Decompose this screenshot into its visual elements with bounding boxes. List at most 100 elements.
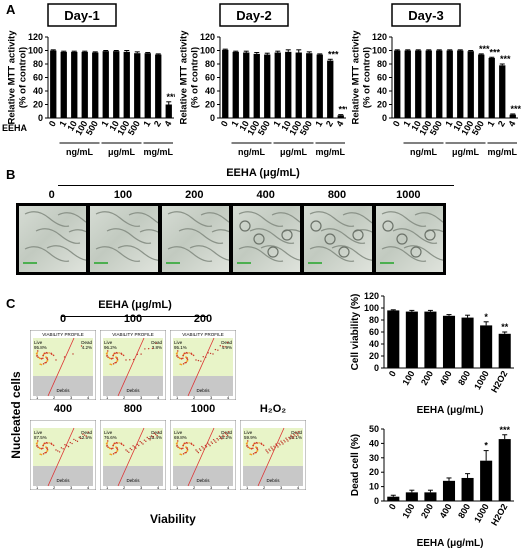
axis-tick-label: 3 (210, 485, 213, 490)
event-dot (265, 449, 267, 451)
event-dot (126, 450, 129, 452)
bar (253, 53, 260, 118)
panel-label-a: A (6, 2, 16, 17)
event-dot (142, 443, 144, 445)
cell-stroke (343, 212, 372, 223)
bar (405, 311, 418, 368)
event-dot (222, 434, 224, 436)
y-tick-label: 120 (200, 32, 215, 42)
micrograph-image (233, 206, 301, 272)
event-dot (188, 352, 190, 354)
event-dot (63, 356, 66, 358)
event-dot (176, 354, 178, 357)
event-dot (140, 442, 143, 444)
x-tick-label: H2O2 (489, 369, 509, 394)
bar (457, 50, 464, 118)
dead-label: Dead (81, 340, 92, 345)
event-dot (139, 440, 141, 443)
event-dot (205, 356, 207, 358)
cell-stroke (238, 211, 284, 227)
cell-stroke (96, 246, 141, 262)
cell-stroke (392, 228, 437, 244)
chart-title: Day-2 (236, 8, 271, 23)
event-dot (186, 352, 188, 354)
event-dot (116, 450, 118, 452)
x-tick-label: 1 (141, 119, 152, 128)
event-dot (50, 353, 53, 355)
event-dot (112, 452, 115, 455)
x-tick-label: 4 (162, 119, 173, 128)
y-tick-label: 120 (364, 291, 379, 301)
event-dot (129, 359, 131, 361)
panel-label-b: B (6, 167, 16, 182)
event-dot (212, 438, 215, 441)
dose-label: 400 (256, 189, 275, 201)
event-dot (226, 434, 229, 437)
axis-tick-label: 1 (246, 485, 249, 490)
event-dot (67, 445, 70, 448)
event-dot (150, 435, 153, 437)
event-dot (36, 352, 39, 354)
event-dot (45, 356, 47, 359)
chart-title: Day-3 (408, 8, 443, 23)
event-dot (106, 440, 109, 442)
x-tick-label: 500 (126, 119, 142, 137)
event-dot (224, 432, 227, 434)
bar (424, 311, 437, 368)
rounded-cell (338, 246, 350, 258)
event-dot (176, 350, 179, 352)
scale-bar (165, 262, 180, 264)
bar (92, 52, 99, 118)
event-dot (37, 446, 39, 448)
title-line-b (58, 185, 454, 186)
y-tick-label: 120 (372, 32, 387, 42)
cell-stroke (46, 245, 87, 261)
event-dot (292, 437, 294, 439)
flow-plot-label: 800 (123, 403, 143, 415)
dead-label: Dead (151, 340, 162, 345)
event-dot (46, 360, 48, 362)
event-dot (136, 443, 139, 446)
bar (327, 60, 334, 118)
event-dot (288, 436, 290, 439)
axis-tick-label: 3 (280, 485, 283, 490)
event-dot (50, 443, 53, 445)
event-dot (38, 357, 41, 359)
event-dot (45, 446, 47, 449)
event-dot (275, 443, 277, 445)
event-dot (182, 452, 185, 455)
bar (285, 51, 292, 118)
scale-bar (94, 262, 109, 264)
flow-plot-label: 0 (59, 313, 67, 325)
event-dot (107, 356, 109, 358)
y-axis-label: Relative MTT activity(% of control) (7, 30, 29, 125)
y-axis-label-line: Relative MTT activity (7, 30, 18, 125)
bar (243, 52, 250, 118)
dead-label: Dead (151, 430, 162, 435)
y-tick-label: 50 (369, 424, 379, 434)
y-tick-label: 0 (38, 113, 43, 123)
x-tick-label: 400 (438, 502, 454, 520)
bar (232, 51, 239, 118)
dead-percent: 40.1% (289, 435, 302, 440)
event-dot (176, 444, 178, 447)
cell-stroke (354, 229, 372, 233)
bar (222, 49, 229, 119)
dose-label: 800 (327, 189, 347, 201)
event-dot (198, 448, 201, 450)
cell-morphology-sketch (237, 211, 301, 264)
event-dot (110, 363, 113, 366)
event-dot (186, 450, 188, 452)
debris-text: Debris (266, 478, 280, 483)
event-dot (283, 439, 285, 442)
profile-text: VIABILITY PROFILE (42, 332, 83, 337)
unit-label: mg/mL (143, 147, 173, 157)
dose-label: 1000 (396, 189, 421, 201)
event-dot (252, 452, 255, 455)
cell-stroke (381, 211, 426, 227)
event-dot (146, 436, 148, 439)
cell-stroke (35, 228, 81, 244)
chart-title-box (47, 3, 117, 27)
significance-label: *** (499, 425, 510, 435)
